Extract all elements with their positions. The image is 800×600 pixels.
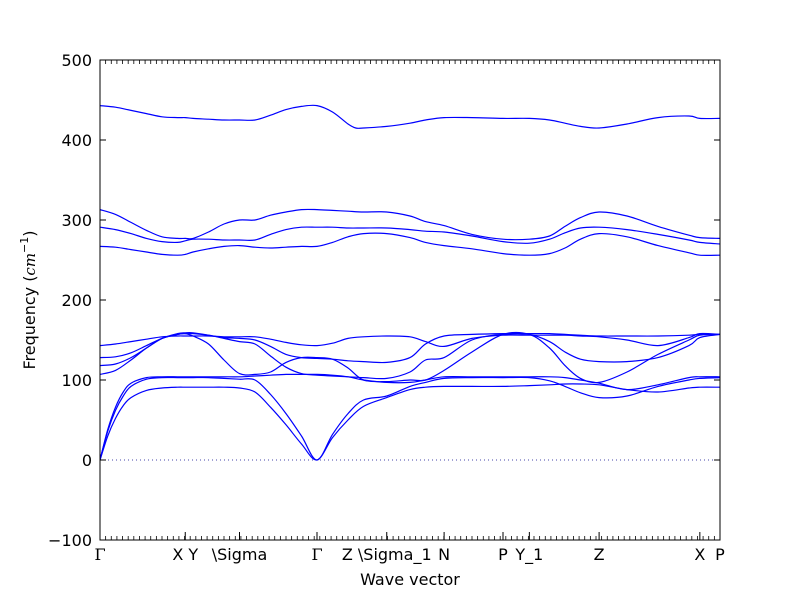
y-tick-label: 100 [61,371,92,390]
x-tick-label: Γ [94,545,105,564]
y-axis-label-text: Frequency [20,287,39,370]
x-tick-label: Y_1 [514,545,543,565]
x-tick-label: P [715,545,725,564]
branch-line-9 [100,373,720,461]
y-axis-label-unit: cm [21,253,39,276]
branch-line-1 [100,104,720,129]
x-tick-label: X Y [172,545,198,564]
branch-line-2 [100,208,720,241]
y-tick-label: 500 [61,51,92,70]
x-tick-label: Γ [311,545,322,564]
y-tick-label: −100 [48,531,92,550]
y-axis-label-paren-close: ) [20,230,39,236]
y-axis-label-paren-open: ( [20,276,39,287]
x-tick-label: Z \Sigma_1 [342,545,432,565]
y-tick-label: 200 [61,291,92,310]
y-axis: −100 0 100 200 300 400 500 [48,51,720,550]
y-tick-label: 400 [61,131,92,150]
y-axis-label-exponent: −1 [18,237,31,253]
y-axis-label: Frequency (cm−1) [18,230,39,369]
x-tick-label: P [498,545,508,564]
branch-line-4 [100,232,720,256]
branch-line-5 [100,332,720,348]
y-tick-label: 300 [61,211,92,230]
x-tick-label: Z [594,545,605,564]
dispersion-branches [100,104,720,461]
x-tick-label: X [694,545,705,564]
y-tick-label: 0 [82,451,92,470]
branch-line-10 [100,376,720,461]
x-tick-label: N [438,545,450,564]
x-tick-label: \Sigma [212,545,268,564]
branch-line-3 [100,226,720,245]
x-axis-label: Wave vector [360,570,460,589]
branch-line-11 [100,383,720,461]
